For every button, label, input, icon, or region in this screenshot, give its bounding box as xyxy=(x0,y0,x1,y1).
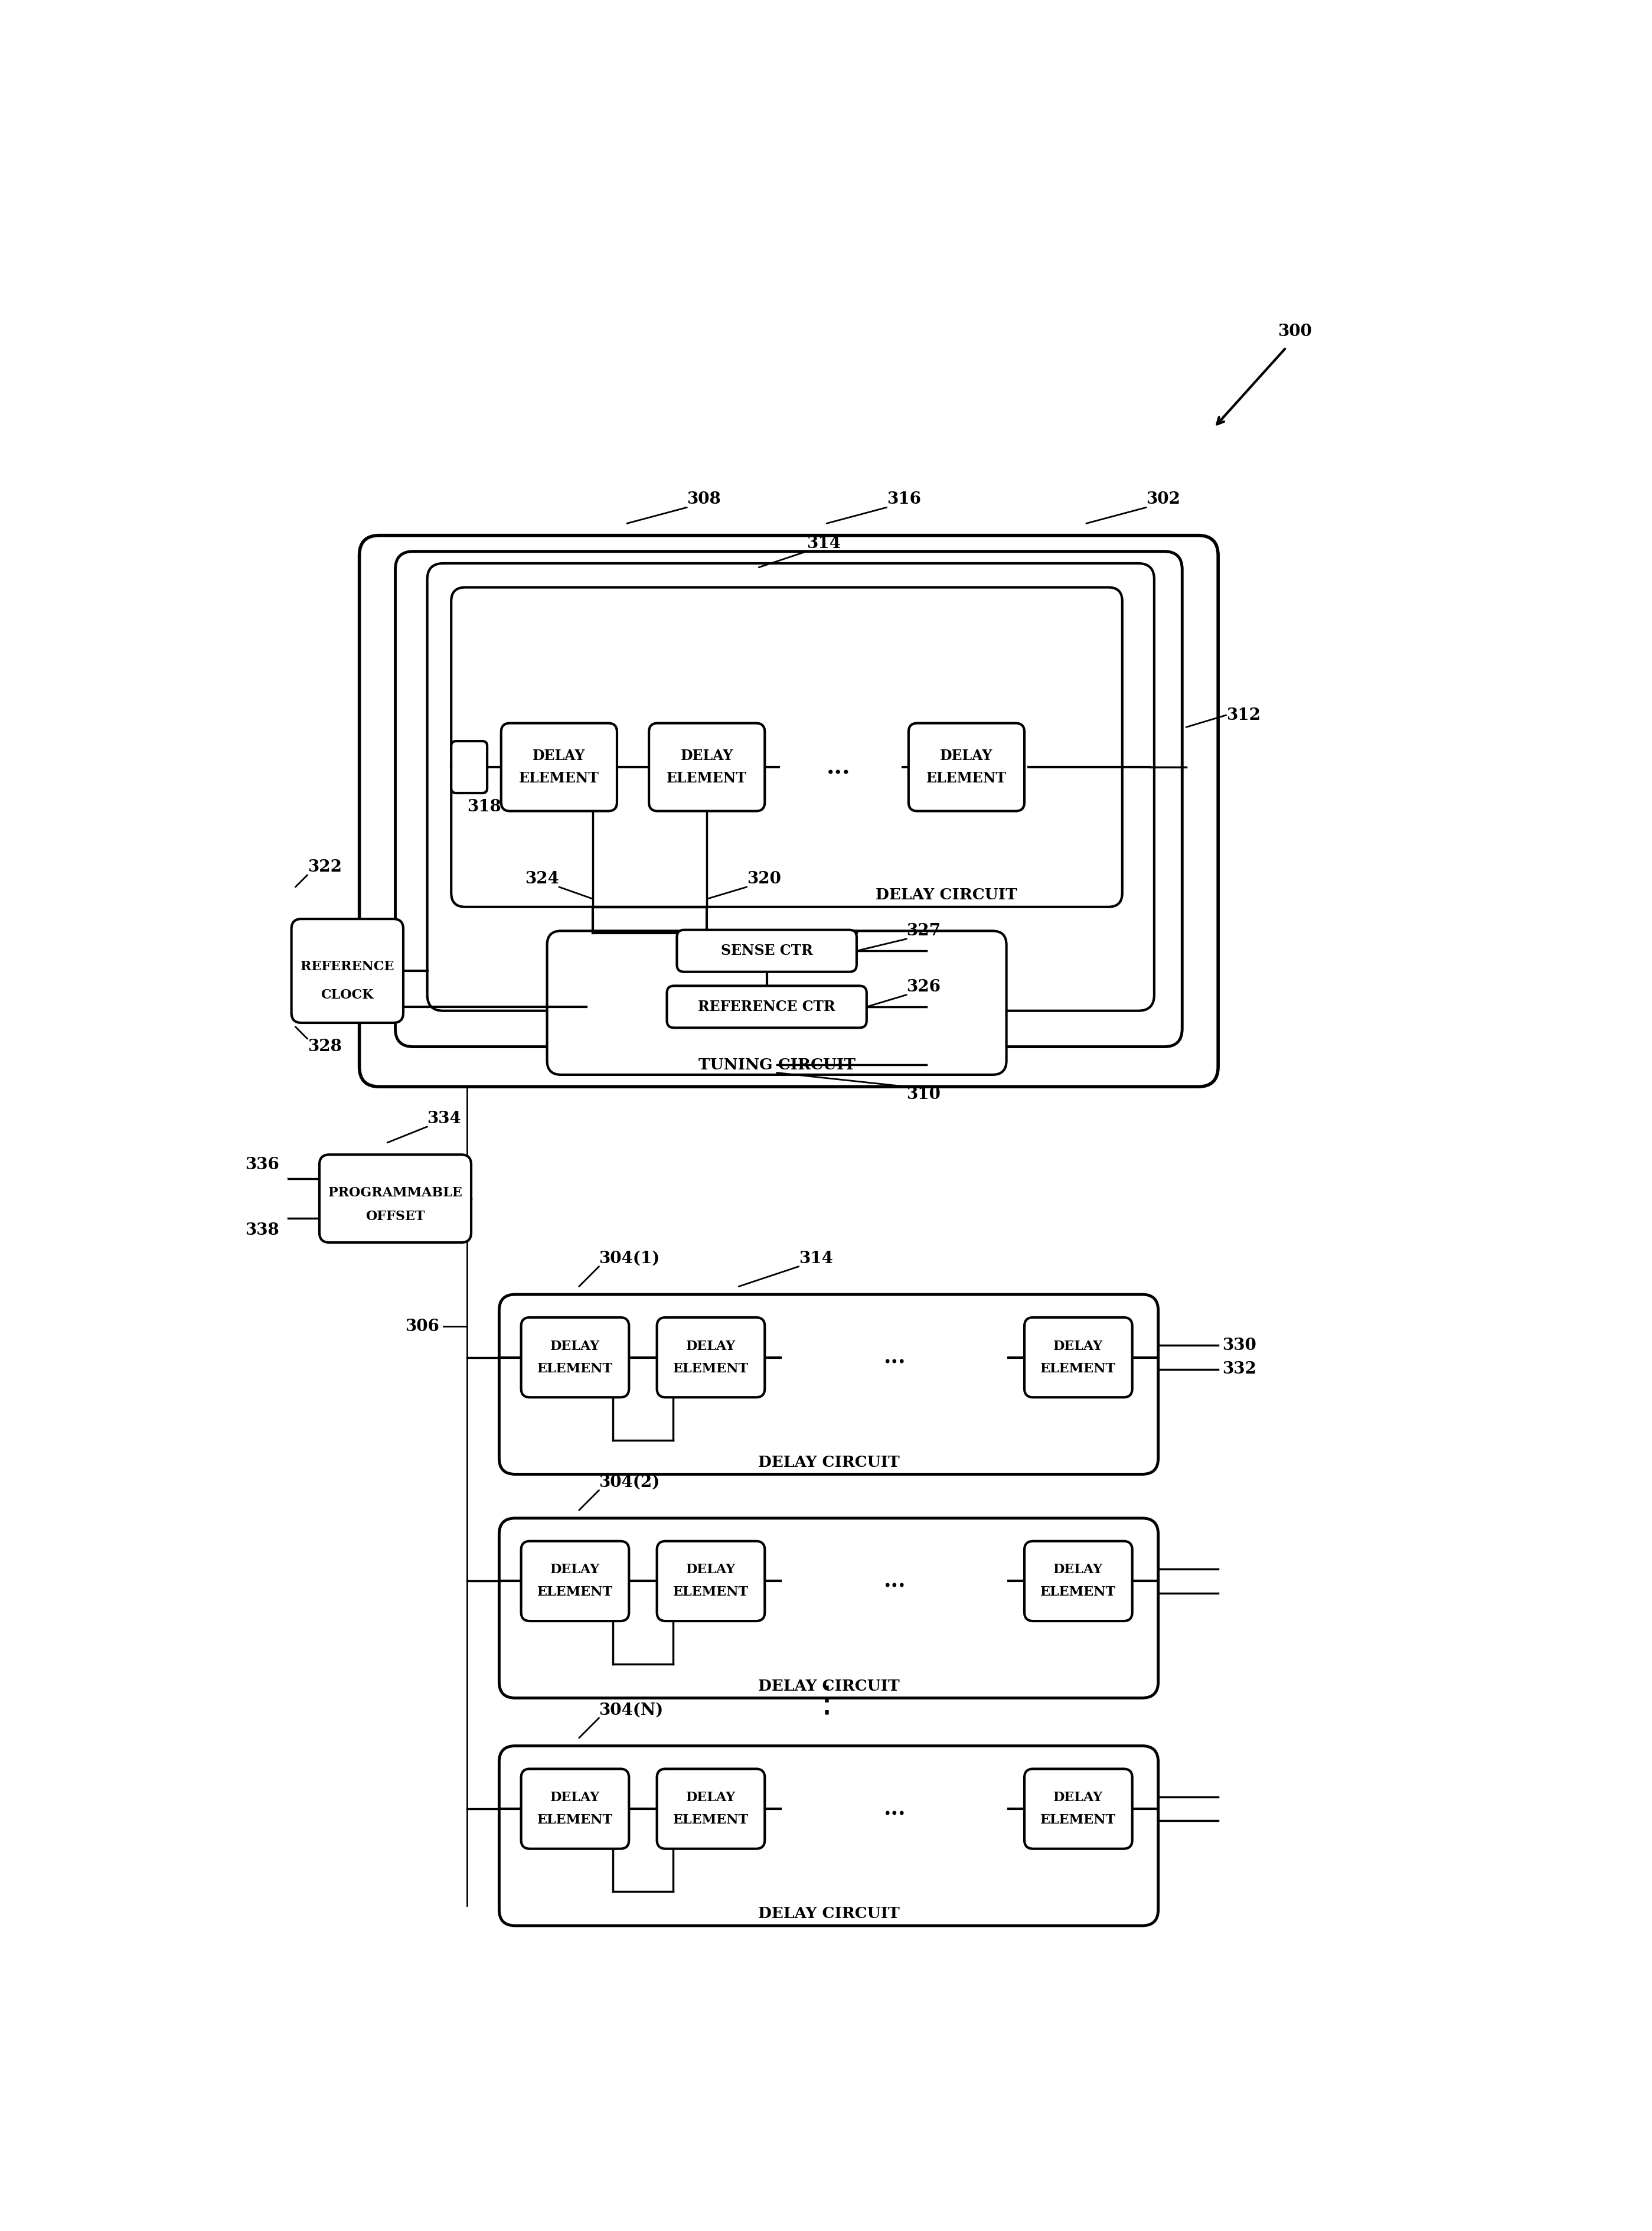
FancyBboxPatch shape xyxy=(677,930,857,973)
Text: 326: 326 xyxy=(907,979,940,995)
Text: DELAY: DELAY xyxy=(681,750,733,763)
Text: TUNING CIRCUIT: TUNING CIRCUIT xyxy=(699,1057,856,1073)
Text: 304(1): 304(1) xyxy=(600,1252,659,1267)
Text: DELAY: DELAY xyxy=(1054,1339,1104,1352)
Text: DELAY CIRCUIT: DELAY CIRCUIT xyxy=(876,888,1018,901)
Text: 310: 310 xyxy=(907,1086,940,1102)
FancyBboxPatch shape xyxy=(360,535,1218,1086)
Text: 304(N): 304(N) xyxy=(600,1702,664,1718)
Text: ELEMENT: ELEMENT xyxy=(537,1814,613,1827)
Text: DELAY: DELAY xyxy=(940,750,993,763)
Text: DELAY: DELAY xyxy=(686,1564,735,1577)
FancyBboxPatch shape xyxy=(657,1542,765,1622)
FancyBboxPatch shape xyxy=(520,1769,629,1849)
Text: DELAY: DELAY xyxy=(532,750,585,763)
Text: ...: ... xyxy=(884,1348,905,1368)
Text: 328: 328 xyxy=(307,1040,342,1055)
Text: 314: 314 xyxy=(798,1252,833,1267)
Text: 316: 316 xyxy=(887,491,920,506)
FancyBboxPatch shape xyxy=(499,1294,1158,1475)
FancyBboxPatch shape xyxy=(428,564,1155,1011)
Text: 318: 318 xyxy=(468,799,501,814)
Text: DELAY: DELAY xyxy=(1054,1791,1104,1805)
FancyBboxPatch shape xyxy=(1024,1542,1132,1622)
Text: DELAY CIRCUIT: DELAY CIRCUIT xyxy=(758,1455,899,1470)
Text: OFFSET: OFFSET xyxy=(365,1209,425,1223)
Text: DELAY: DELAY xyxy=(686,1791,735,1805)
Text: 324: 324 xyxy=(525,870,558,888)
Text: ELEMENT: ELEMENT xyxy=(1041,1586,1117,1600)
Text: REFERENCE CTR: REFERENCE CTR xyxy=(699,999,836,1013)
Text: 334: 334 xyxy=(428,1111,461,1127)
FancyBboxPatch shape xyxy=(291,919,403,1022)
FancyBboxPatch shape xyxy=(499,1747,1158,1925)
FancyBboxPatch shape xyxy=(319,1156,471,1243)
FancyBboxPatch shape xyxy=(649,723,765,812)
FancyBboxPatch shape xyxy=(1024,1319,1132,1397)
Text: 302: 302 xyxy=(1146,491,1181,506)
Text: ELEMENT: ELEMENT xyxy=(672,1586,748,1600)
Text: 338: 338 xyxy=(246,1223,279,1238)
Text: ELEMENT: ELEMENT xyxy=(667,772,747,785)
Text: ELEMENT: ELEMENT xyxy=(519,772,600,785)
FancyBboxPatch shape xyxy=(520,1319,629,1397)
Text: DELAY: DELAY xyxy=(550,1339,600,1352)
Text: 336: 336 xyxy=(244,1156,279,1174)
Text: SENSE CTR: SENSE CTR xyxy=(720,944,813,957)
FancyBboxPatch shape xyxy=(501,723,616,812)
Text: DELAY: DELAY xyxy=(550,1791,600,1805)
Text: ⋮: ⋮ xyxy=(808,1684,844,1720)
Text: DELAY: DELAY xyxy=(1054,1564,1104,1577)
FancyBboxPatch shape xyxy=(499,1517,1158,1698)
Text: DELAY CIRCUIT: DELAY CIRCUIT xyxy=(758,1678,899,1693)
FancyBboxPatch shape xyxy=(667,986,867,1028)
Text: ...: ... xyxy=(826,756,851,779)
Text: 300: 300 xyxy=(1279,323,1312,339)
Text: REFERENCE: REFERENCE xyxy=(301,959,395,973)
Text: ...: ... xyxy=(884,1571,905,1591)
Text: 308: 308 xyxy=(687,491,720,506)
FancyBboxPatch shape xyxy=(395,551,1183,1046)
FancyBboxPatch shape xyxy=(657,1319,765,1397)
FancyBboxPatch shape xyxy=(1024,1769,1132,1849)
Text: ELEMENT: ELEMENT xyxy=(537,1586,613,1600)
Text: 306: 306 xyxy=(405,1319,439,1334)
FancyBboxPatch shape xyxy=(451,741,487,792)
Text: ELEMENT: ELEMENT xyxy=(672,1363,748,1374)
Text: DELAY: DELAY xyxy=(550,1564,600,1577)
Text: 304(2): 304(2) xyxy=(600,1475,659,1490)
Text: 327: 327 xyxy=(907,924,940,939)
FancyBboxPatch shape xyxy=(657,1769,765,1849)
Text: CLOCK: CLOCK xyxy=(320,988,373,1002)
Text: ELEMENT: ELEMENT xyxy=(927,772,1006,785)
Text: ELEMENT: ELEMENT xyxy=(1041,1363,1117,1374)
Text: PROGRAMMABLE: PROGRAMMABLE xyxy=(329,1187,463,1198)
Text: 312: 312 xyxy=(1226,707,1260,723)
FancyBboxPatch shape xyxy=(451,587,1122,908)
FancyBboxPatch shape xyxy=(547,930,1006,1075)
Text: ELEMENT: ELEMENT xyxy=(1041,1814,1117,1827)
Text: DELAY: DELAY xyxy=(686,1339,735,1352)
Text: 320: 320 xyxy=(747,870,781,888)
FancyBboxPatch shape xyxy=(909,723,1024,812)
Text: 330: 330 xyxy=(1222,1336,1256,1354)
Text: 322: 322 xyxy=(307,859,342,875)
Text: 332: 332 xyxy=(1222,1361,1256,1377)
Text: 314: 314 xyxy=(806,535,841,551)
Text: ELEMENT: ELEMENT xyxy=(537,1363,613,1374)
Text: ...: ... xyxy=(884,1798,905,1818)
Text: ELEMENT: ELEMENT xyxy=(672,1814,748,1827)
Text: DELAY CIRCUIT: DELAY CIRCUIT xyxy=(758,1905,899,1921)
FancyBboxPatch shape xyxy=(520,1542,629,1622)
